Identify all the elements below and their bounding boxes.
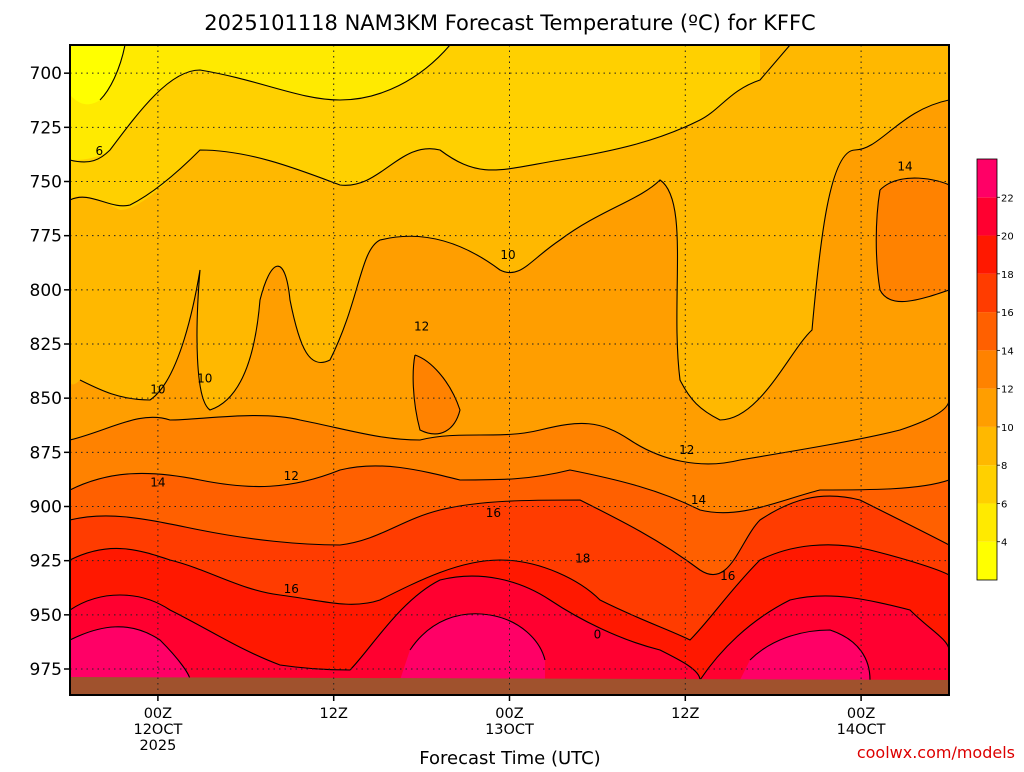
contour-line [70, 544, 949, 641]
contour-line [70, 575, 949, 682]
contour-line [99, 45, 126, 101]
y-tick-label: 875 [30, 443, 62, 463]
y-tick-label: 725 [30, 118, 62, 138]
contour-labels: 6 10 12 10 10 14 12 12 14 14 16 18 16 16 0 [95, 144, 912, 641]
chart-title: 2025101118 NAM3KM Forecast Temperature (… [204, 11, 815, 35]
contour-label: 10 [150, 383, 165, 397]
temperature-band-6 [70, 45, 760, 210]
contour-label: 14 [150, 476, 165, 490]
colorbar-segment [977, 312, 997, 351]
colorbar-segment [977, 426, 997, 466]
y-tick-label: 800 [30, 281, 62, 301]
contour-label: 18 [575, 552, 590, 566]
x-tick-label: 14OCT [837, 722, 886, 738]
x-tick-label: 00Z [495, 706, 523, 722]
contour-label: 12 [679, 443, 694, 457]
x-tick-label: 13OCT [485, 722, 534, 738]
y-tick-label: 900 [30, 498, 62, 518]
contour-line [412, 354, 461, 435]
colorbar-label: 12 [1001, 385, 1014, 396]
temperature-band-4b [70, 45, 125, 105]
contour-label: 16 [486, 506, 501, 520]
colorbar-segment [977, 350, 997, 389]
x-tick-label: 2025 [139, 738, 176, 754]
colorbar-segment [977, 465, 997, 504]
colorbar-label: 16 [1001, 308, 1014, 319]
colorbar-label: 6 [1001, 499, 1007, 510]
x-tick-label: 12OCT [133, 722, 182, 738]
y-tick-label: 975 [30, 660, 62, 680]
contour-line [70, 613, 871, 681]
contour-label: 10 [197, 372, 212, 386]
x-tick-label: 00Z [847, 706, 875, 722]
colorbar-segment [977, 235, 997, 274]
contour-line [70, 399, 949, 465]
colorbar-label: 10 [1001, 423, 1014, 434]
temperature-band-22 [70, 613, 870, 680]
y-tick-label: 775 [30, 227, 62, 247]
contour-line [70, 465, 949, 514]
colorbar-label: 8 [1001, 461, 1007, 472]
contour-label: 14 [897, 159, 912, 173]
grid-lines [70, 45, 949, 695]
credit-text[interactable]: coolwx.com/models [857, 743, 1015, 762]
contour-label: 16 [720, 569, 735, 583]
colorbar-label: 18 [1001, 270, 1014, 281]
contour-label: 16 [284, 582, 299, 596]
colorbar-label: 14 [1001, 346, 1014, 357]
colorbar-segment [977, 388, 997, 427]
temperature-band-12-upper [876, 178, 949, 302]
x-tick-label: 12Z [320, 706, 348, 722]
contour-line [70, 495, 949, 576]
contour-label: 6 [95, 144, 103, 158]
terrain-ground [70, 677, 949, 695]
contour-line [70, 45, 791, 207]
contour-label: 12 [414, 320, 429, 334]
colorbar-label: 4 [1001, 538, 1007, 549]
colorbar-label: 20 [1001, 232, 1014, 243]
temperature-band-12-mid [413, 355, 460, 434]
colorbar-segment [977, 273, 997, 313]
y-tick-label: 700 [30, 64, 62, 84]
x-tick-label: 00Z [144, 706, 172, 722]
contour-label: 12 [284, 469, 299, 483]
temperature-band-4 [70, 45, 450, 160]
y-tick-label: 925 [30, 552, 62, 572]
y-tick-label: 950 [30, 606, 62, 626]
colorbar: 4 6 8 10 12 14 16 18 20 22 [976, 158, 1014, 581]
contour-label: 0 [594, 627, 602, 641]
y-axis: 700 725 750 775 800 825 850 875 900 925 950 975 [30, 64, 70, 680]
y-tick-label: 750 [30, 173, 62, 193]
colorbar-segment [977, 159, 997, 198]
colorbar-segment [977, 541, 997, 580]
contour-line [79, 99, 949, 421]
colorbar-frame [976, 158, 998, 581]
colorbar-label: 22 [1001, 193, 1014, 204]
contour-label: 10 [500, 248, 515, 262]
contour-lines [70, 45, 949, 682]
contour-label: 14 [691, 493, 706, 507]
x-tick-label: 12Z [671, 706, 699, 722]
y-tick-label: 850 [30, 389, 62, 409]
contour-line [70, 45, 451, 163]
y-tick-label: 825 [30, 335, 62, 355]
colorbar-segment [977, 503, 997, 542]
colorbar-segment [977, 197, 997, 236]
x-axis-title: Forecast Time (UTC) [419, 748, 600, 768]
